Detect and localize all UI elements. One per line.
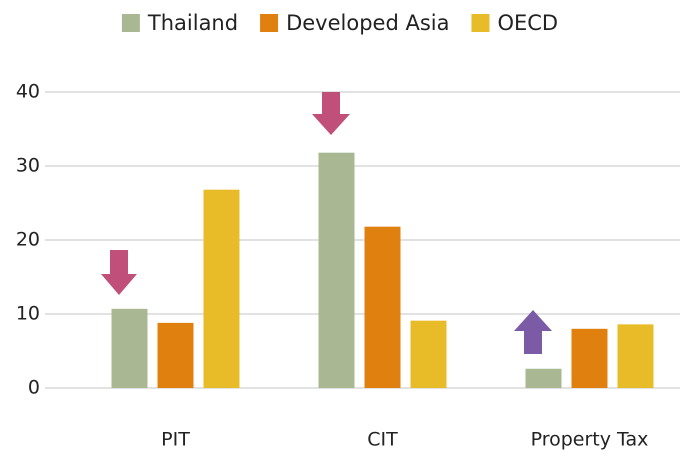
bar bbox=[203, 189, 240, 388]
y-tick-label: 10 bbox=[16, 303, 40, 325]
bar bbox=[157, 322, 194, 388]
x-tick-label: Property Tax bbox=[531, 429, 649, 451]
legend-label: OECD bbox=[497, 11, 558, 35]
bar bbox=[364, 226, 401, 388]
legend-label: Thailand bbox=[147, 11, 238, 35]
y-tick-label: 20 bbox=[16, 229, 40, 251]
legend: Thailand Developed Asia OECD bbox=[121, 11, 558, 35]
bar bbox=[410, 320, 447, 388]
legend-swatch bbox=[471, 14, 490, 32]
bar bbox=[571, 328, 608, 388]
down-arrow bbox=[101, 250, 137, 295]
bar bbox=[318, 152, 355, 388]
y-tick-label: 0 bbox=[28, 377, 40, 399]
bar bbox=[525, 368, 562, 388]
legend-swatch bbox=[260, 14, 279, 32]
bar bbox=[617, 324, 654, 388]
y-tick-label: 40 bbox=[16, 81, 40, 103]
y-tick-label: 30 bbox=[16, 155, 40, 177]
legend-swatch bbox=[121, 14, 140, 32]
x-tick-label: CIT bbox=[367, 429, 398, 451]
down-arrow bbox=[312, 92, 350, 135]
bar bbox=[111, 308, 148, 388]
annotation-arrows bbox=[101, 92, 552, 354]
x-tick-label: PIT bbox=[161, 429, 190, 451]
legend-label: Developed Asia bbox=[286, 11, 449, 35]
up-arrow bbox=[514, 310, 552, 354]
